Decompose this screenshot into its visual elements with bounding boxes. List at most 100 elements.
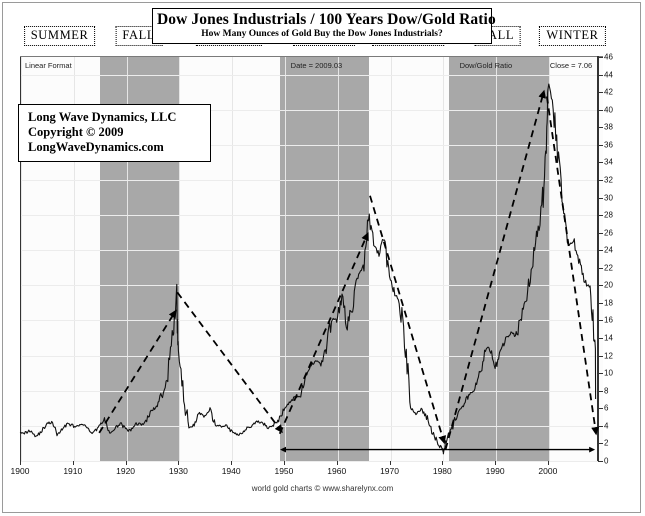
y-axis-line	[597, 56, 599, 461]
y-tick-label: 32	[604, 175, 613, 185]
y-tick-label: 28	[604, 210, 613, 220]
gridline-horizontal	[21, 320, 603, 322]
y-tick-mark	[598, 373, 603, 375]
y-tick-label: 10	[604, 368, 613, 378]
x-tick-mark	[495, 461, 497, 465]
y-tick-mark	[598, 408, 603, 410]
x-tick-label: 1900	[10, 466, 30, 476]
y-tick-label: 0	[604, 456, 609, 466]
y-tick-mark	[598, 232, 603, 234]
y-tick-label: 44	[604, 70, 613, 80]
x-tick-label: 1970	[380, 466, 399, 476]
y-tick-mark	[598, 443, 603, 445]
page-title: Dow Jones Industrials / 100 Years Dow/Go…	[157, 11, 496, 28]
close-value-label: Close = 7.06	[549, 61, 593, 70]
y-tick-label: 34	[604, 157, 613, 167]
y-tick-label: 46	[604, 52, 613, 62]
gridline-vertical	[284, 57, 286, 461]
gridline-horizontal	[21, 425, 603, 427]
copyright-box: Long Wave Dynamics, LLC Copyright © 2009…	[18, 104, 211, 162]
x-tick-label: 1920	[116, 466, 136, 476]
x-tick-mark	[336, 461, 338, 465]
gridline-horizontal	[21, 74, 603, 76]
y-tick-mark	[598, 179, 603, 181]
x-tick-label: 1940	[221, 466, 241, 476]
x-tick-mark	[125, 461, 127, 465]
x-tick-label: 1950	[274, 466, 294, 476]
y-tick-mark	[598, 320, 603, 322]
y-tick-label: 18	[604, 298, 613, 308]
x-tick-label: 1910	[63, 466, 83, 476]
gridline-vertical	[232, 57, 234, 461]
y-tick-mark	[598, 109, 603, 111]
y-tick-mark	[598, 338, 603, 340]
gridline-vertical	[390, 57, 392, 461]
y-tick-mark	[598, 285, 603, 287]
gridline-horizontal	[21, 390, 603, 392]
x-tick-mark	[72, 461, 74, 465]
y-tick-mark	[598, 425, 603, 427]
y-tick-label: 24	[604, 245, 613, 255]
gridline-horizontal	[21, 461, 603, 462]
date-label: Date = 2009.03	[290, 61, 343, 70]
y-tick-label: 26	[604, 228, 613, 238]
y-tick-label: 12	[604, 351, 613, 361]
chart-subtitle: How Many Ounces of Gold Buy the Dow Jone…	[201, 29, 443, 39]
y-tick-mark	[598, 144, 603, 146]
gridline-horizontal	[21, 250, 603, 252]
gridline-horizontal	[21, 355, 603, 357]
plot-top-border	[20, 56, 603, 57]
y-tick-label: 8	[604, 386, 609, 396]
gridline-vertical	[337, 57, 339, 461]
x-tick-mark	[178, 461, 180, 465]
y-tick-label: 36	[604, 140, 613, 150]
y-tick-mark	[598, 461, 603, 462]
y-tick-mark	[598, 302, 603, 304]
gridline-vertical	[548, 57, 550, 461]
y-tick-mark	[598, 57, 603, 58]
gridline-vertical	[443, 57, 445, 461]
copyright-line-1: Long Wave Dynamics, LLC	[28, 110, 177, 124]
y-tick-mark	[598, 197, 603, 199]
gridline-horizontal	[21, 285, 603, 287]
x-tick-label: 2000	[538, 466, 558, 476]
y-tick-mark	[598, 127, 603, 129]
y-tick-label: 6	[604, 403, 609, 413]
season-label-summer-0: SUMMER	[23, 26, 96, 46]
y-tick-mark	[598, 250, 603, 252]
y-tick-label: 30	[604, 193, 613, 203]
copyright-line-2: Copyright © 2009	[28, 125, 124, 139]
y-tick-label: 4	[604, 421, 609, 431]
x-tick-mark	[442, 461, 444, 465]
x-tick-mark	[547, 461, 549, 465]
season-band-fall-5	[448, 57, 549, 461]
linear-format-label: Linear Format	[25, 61, 72, 70]
y-tick-mark	[598, 390, 603, 392]
y-tick-label: 42	[604, 87, 613, 97]
x-tick-label: 1990	[485, 466, 505, 476]
series-name-label: Dow/Gold Ratio	[459, 61, 513, 70]
season-band-spring-3	[279, 57, 370, 461]
y-tick-label: 22	[604, 263, 613, 273]
x-tick-label: 1930	[168, 466, 188, 476]
gridline-horizontal	[21, 179, 603, 181]
y-tick-label: 14	[604, 333, 613, 343]
x-tick-mark	[283, 461, 285, 465]
x-tick-mark	[231, 461, 233, 465]
y-tick-label: 40	[604, 105, 613, 115]
y-tick-label: 38	[604, 122, 613, 132]
gridline-horizontal	[21, 215, 603, 217]
y-tick-mark	[598, 267, 603, 269]
x-tick-mark	[389, 461, 391, 465]
y-tick-mark	[598, 215, 603, 217]
source-footer: world gold charts © www.sharelynx.com	[251, 484, 394, 493]
y-tick-mark	[598, 162, 603, 164]
y-tick-mark	[598, 74, 603, 76]
y-tick-mark	[598, 92, 603, 94]
y-tick-mark	[598, 355, 603, 357]
season-label-winter-6: WINTER	[539, 26, 606, 46]
copyright-line-3: LongWaveDynamics.com	[28, 140, 164, 154]
x-tick-label: 1960	[327, 466, 347, 476]
x-tick-label: 1980	[432, 466, 452, 476]
